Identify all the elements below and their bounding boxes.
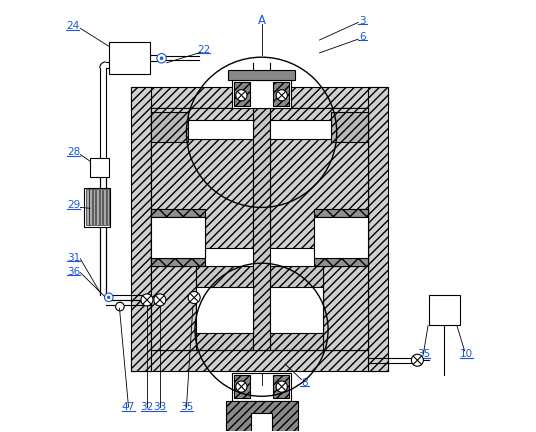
Circle shape [157, 54, 166, 63]
Text: A: A [258, 14, 265, 27]
Bar [254, 108, 270, 350]
Bar [151, 266, 196, 350]
Circle shape [141, 294, 153, 306]
Bar [131, 87, 388, 108]
Bar [90, 189, 92, 226]
Bar [196, 266, 254, 350]
Text: 28: 28 [67, 147, 80, 158]
Bar [109, 42, 150, 74]
Bar [368, 87, 388, 371]
Text: 22: 22 [197, 45, 210, 55]
Text: 8: 8 [301, 378, 308, 388]
Text: 35: 35 [417, 349, 430, 359]
Bar [131, 87, 151, 371]
Circle shape [276, 381, 287, 392]
Text: 31: 31 [67, 253, 80, 263]
Bar [196, 287, 254, 333]
Bar [323, 266, 368, 350]
Bar [151, 210, 161, 266]
Bar [270, 108, 368, 248]
Bar [331, 112, 368, 142]
Bar [234, 82, 250, 106]
Bar [273, 82, 289, 106]
Text: 3: 3 [359, 16, 366, 25]
Bar [270, 120, 331, 139]
Bar [358, 210, 368, 266]
Text: 32: 32 [140, 403, 154, 413]
Bar [226, 400, 297, 432]
Bar [270, 266, 323, 350]
Text: B: B [257, 382, 266, 395]
Circle shape [276, 90, 287, 101]
Bar [151, 108, 254, 248]
Circle shape [108, 296, 110, 299]
Bar [232, 373, 291, 400]
Bar [151, 217, 205, 258]
Bar [314, 217, 368, 258]
Text: 47: 47 [122, 403, 135, 413]
Bar [234, 375, 250, 398]
Bar [429, 295, 460, 325]
Bar [314, 258, 368, 266]
Bar [270, 287, 323, 333]
Circle shape [411, 354, 423, 366]
Bar [107, 189, 109, 226]
Text: 10: 10 [460, 349, 473, 359]
Bar [251, 413, 272, 432]
Text: 35: 35 [180, 403, 193, 413]
Bar [151, 108, 368, 350]
Text: 29: 29 [67, 200, 80, 210]
Text: 6: 6 [359, 32, 366, 42]
Bar [151, 112, 188, 142]
Bar [90, 158, 109, 178]
Bar [96, 189, 99, 226]
Bar [131, 350, 388, 371]
Text: 36: 36 [67, 267, 80, 277]
Circle shape [116, 302, 124, 311]
Circle shape [105, 293, 113, 302]
Circle shape [160, 57, 163, 60]
Bar [273, 375, 289, 398]
Circle shape [188, 292, 200, 304]
Bar [314, 210, 368, 217]
Bar [151, 258, 205, 266]
Circle shape [236, 90, 247, 101]
Bar [151, 217, 205, 258]
Bar [232, 80, 291, 108]
Bar [93, 189, 95, 226]
Bar [84, 188, 110, 227]
Bar [100, 189, 102, 226]
Bar [86, 189, 88, 226]
Circle shape [154, 294, 166, 306]
Circle shape [236, 381, 247, 392]
Bar [188, 120, 254, 139]
Text: 24: 24 [66, 21, 79, 31]
Bar [151, 210, 205, 217]
Text: 33: 33 [153, 403, 167, 413]
Bar [228, 70, 295, 80]
Bar [103, 189, 106, 226]
